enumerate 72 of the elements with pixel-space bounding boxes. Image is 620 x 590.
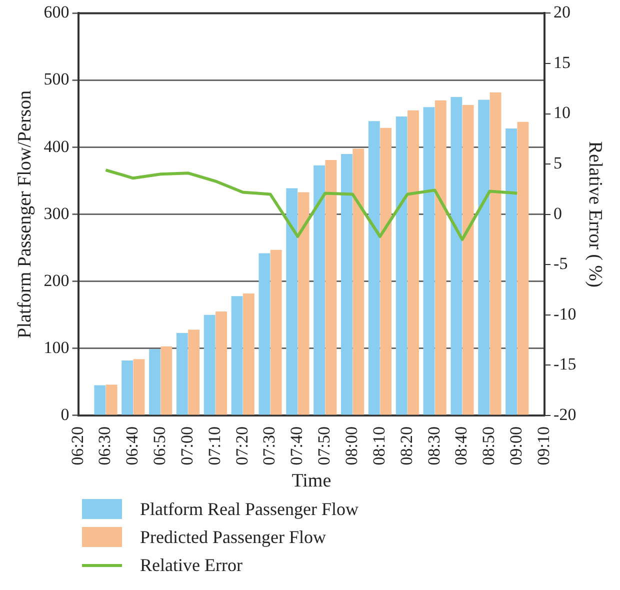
x-tick-label: 08:50 <box>479 426 498 466</box>
legend-label: Platform Real Passenger Flow <box>140 498 358 520</box>
y2-tick-label: 10 <box>554 103 571 122</box>
bar <box>434 100 446 415</box>
bar <box>188 330 200 415</box>
y2-tick-label: 15 <box>554 52 571 72</box>
bar <box>506 128 517 415</box>
bar <box>176 333 188 415</box>
bar <box>122 360 134 415</box>
bar <box>462 105 474 415</box>
x-tick-label: 06:20 <box>68 426 87 466</box>
y2-tick-label: -15 <box>554 354 576 374</box>
x-tick-label: 07:10 <box>204 426 224 466</box>
x-tick-label: 07:20 <box>232 426 252 466</box>
y2-tick-label: 20 <box>554 2 571 22</box>
y-tick-label: 500 <box>44 70 70 89</box>
bar <box>94 385 106 415</box>
bar <box>368 121 380 415</box>
y2-tick-label: -20 <box>554 404 576 424</box>
x-tick-label: 08:00 <box>342 426 362 466</box>
x-tick-label: 07:40 <box>287 426 306 466</box>
x-tick-label: 08:20 <box>396 426 416 466</box>
bar <box>270 250 282 415</box>
bar <box>231 296 243 415</box>
y-tick-label: 100 <box>44 338 70 357</box>
x-tick-label: 07:00 <box>177 426 196 466</box>
x-tick-label: 06:30 <box>95 426 114 466</box>
x-tick-label: 08:10 <box>369 426 388 466</box>
bar <box>286 188 298 415</box>
y-axis-title: Platform Passenger Flow/Person <box>14 90 36 338</box>
y-tick-label: 600 <box>44 2 70 22</box>
bar <box>133 359 145 415</box>
bar <box>325 160 337 415</box>
bar <box>517 122 529 415</box>
bar <box>242 293 254 415</box>
bar <box>450 97 462 415</box>
y2-tick-label: -10 <box>554 304 576 324</box>
bar <box>216 312 227 415</box>
bar <box>478 100 490 415</box>
x-tick-label: 06:50 <box>150 426 170 466</box>
y-tick-label: 400 <box>44 136 70 156</box>
y2-tick-label: 0 <box>554 204 562 223</box>
y-tick-label: 300 <box>44 204 70 223</box>
bar <box>341 154 352 415</box>
x-tick-label: 06:40 <box>122 426 142 466</box>
x-tick-label: 09:10 <box>534 426 554 466</box>
bar <box>160 346 172 415</box>
bar <box>298 192 310 415</box>
bar <box>380 128 392 415</box>
x-tick-label: 08:30 <box>424 426 444 466</box>
bar <box>149 349 160 415</box>
bar <box>204 314 216 415</box>
y-tick-label: 0 <box>60 404 70 424</box>
x-tick-label: 09:00 <box>506 426 526 466</box>
bar <box>314 165 326 415</box>
bar <box>490 92 502 415</box>
y2-tick-label: 5 <box>554 154 562 173</box>
legend-label: Predicted Passenger Flow <box>140 526 326 548</box>
y-tick-label: 200 <box>44 270 70 290</box>
x-axis-title: Time <box>292 470 332 492</box>
bar <box>106 384 118 415</box>
bar <box>396 116 408 415</box>
bar <box>408 110 419 415</box>
x-tick-label: 07:30 <box>260 426 279 466</box>
bar <box>258 253 270 415</box>
bar <box>423 107 435 415</box>
legend-label: Relative Error <box>140 554 242 576</box>
x-tick-label: 08:40 <box>452 426 471 466</box>
x-tick-label: 07:50 <box>314 426 334 466</box>
y2-tick-label: -5 <box>554 254 568 274</box>
y2-axis-title: Relative Error ( %) <box>584 141 606 288</box>
bar <box>352 148 364 415</box>
